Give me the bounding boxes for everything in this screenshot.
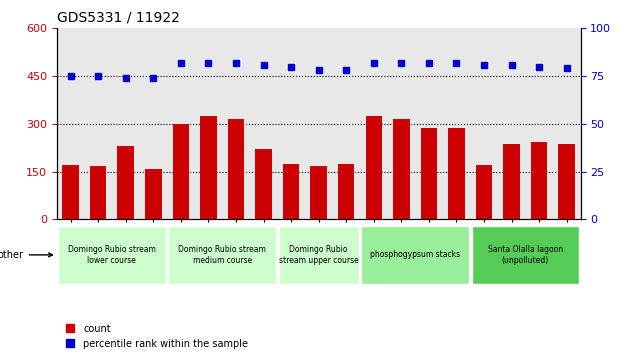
Bar	[200, 116, 216, 219]
Bar	[145, 169, 162, 219]
Bar	[62, 165, 79, 219]
Bar	[365, 116, 382, 219]
Text: Domingo Rubio
stream upper course: Domingo Rubio stream upper course	[279, 245, 358, 264]
Bar	[90, 166, 107, 219]
Text: Santa Olalla lagoon
(unpolluted): Santa Olalla lagoon (unpolluted)	[488, 245, 563, 264]
FancyBboxPatch shape	[279, 226, 358, 284]
Bar	[117, 146, 134, 219]
Bar	[558, 144, 575, 219]
Legend: count, percentile rank within the sample: count, percentile rank within the sample	[62, 320, 252, 353]
FancyBboxPatch shape	[58, 226, 166, 284]
Bar	[228, 119, 244, 219]
Bar	[476, 165, 492, 219]
FancyBboxPatch shape	[168, 226, 276, 284]
FancyBboxPatch shape	[471, 226, 579, 284]
Text: other: other	[0, 250, 52, 260]
Bar	[172, 124, 189, 219]
Bar	[393, 119, 410, 219]
Text: Domingo Rubio stream
medium course: Domingo Rubio stream medium course	[178, 245, 266, 264]
Text: GDS5331 / 11922: GDS5331 / 11922	[57, 11, 180, 25]
Bar	[448, 128, 465, 219]
Bar	[310, 166, 327, 219]
Bar	[256, 149, 272, 219]
Text: Domingo Rubio stream
lower course: Domingo Rubio stream lower course	[68, 245, 156, 264]
Bar	[338, 164, 355, 219]
Text: phosphogypsum stacks: phosphogypsum stacks	[370, 250, 460, 259]
Bar	[504, 144, 520, 219]
Bar	[283, 164, 299, 219]
Bar	[531, 142, 548, 219]
Bar	[421, 128, 437, 219]
FancyBboxPatch shape	[362, 226, 469, 284]
